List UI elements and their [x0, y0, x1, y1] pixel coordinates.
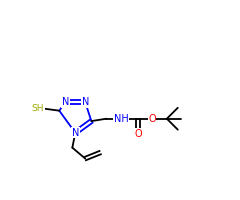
Text: N: N: [62, 97, 69, 107]
Text: NH: NH: [114, 114, 129, 124]
Text: N: N: [72, 128, 79, 138]
Text: O: O: [134, 129, 142, 139]
Text: N: N: [82, 97, 89, 107]
Text: SH: SH: [32, 104, 44, 113]
Text: O: O: [148, 114, 156, 124]
